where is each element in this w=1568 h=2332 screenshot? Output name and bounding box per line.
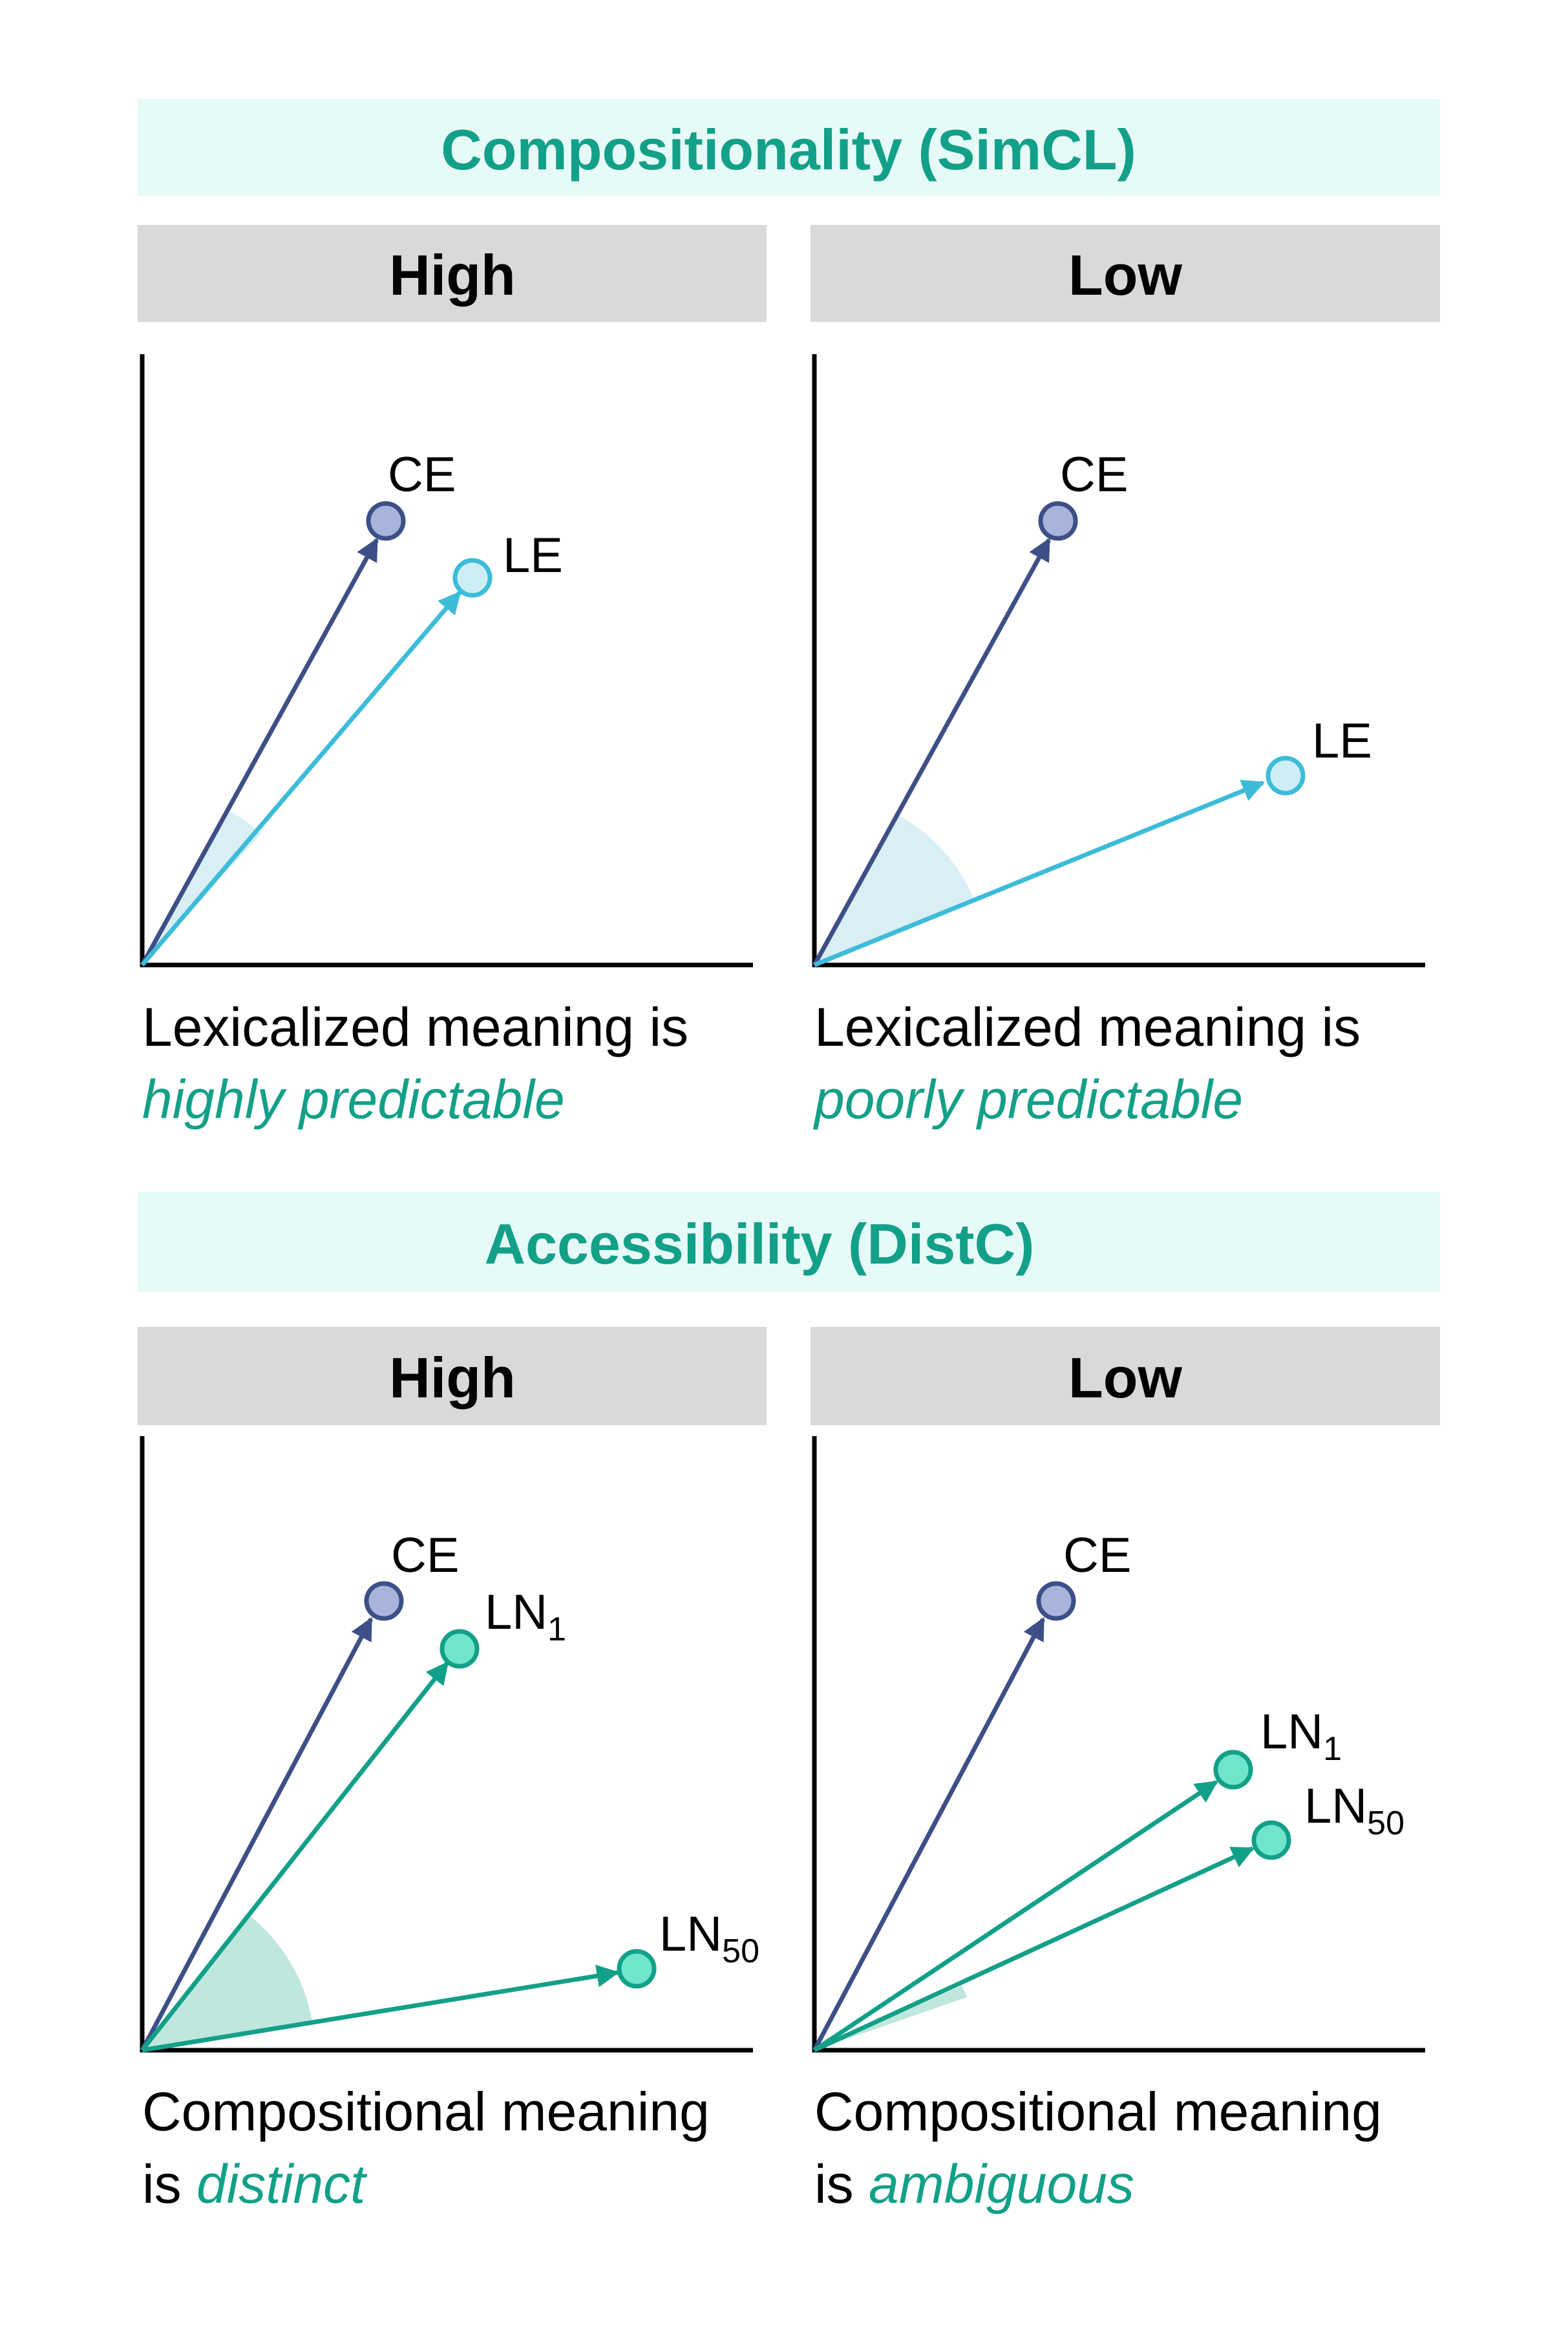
section-banner	[138, 99, 1440, 196]
ln50-label-main: LN	[1304, 1779, 1367, 1834]
ln1-point	[1213, 1750, 1253, 1790]
caption-emphasis: highly predictable	[142, 1069, 565, 1130]
section-accessibility: Accessibility (DistC) High CE LN1 LN50 C…	[138, 1192, 1440, 2214]
ln1-point	[440, 1629, 480, 1669]
panel-low-accessibility: Low CE LN1 LN50 Compositional meaning is…	[810, 1327, 1440, 2214]
section-title: Compositionality (SimCL)	[441, 118, 1136, 182]
section-compositionality: Compositionality (SimCL) High CE LE Lexi…	[138, 99, 1440, 1130]
ln50-label: LN50	[659, 1907, 759, 1970]
le-label: LE	[503, 528, 563, 583]
axes	[140, 354, 753, 968]
panel-high-accessibility: High CE LN1 LN50 Compositional meaning i…	[138, 1327, 767, 2214]
ln50-point	[1251, 1820, 1291, 1860]
caption-line-2: is distinct	[142, 2154, 368, 2214]
ce-vector	[140, 1616, 374, 2051]
ln50-label-sub: 50	[1367, 1805, 1404, 1842]
angle-wedge	[814, 814, 975, 965]
ln1-label-main: LN	[1260, 1704, 1323, 1759]
le-vector	[813, 779, 1266, 968]
panel-header: Low	[1068, 1346, 1183, 1410]
panel-low-compositionality: Low CE LE Lexicalized meaning is poorly …	[810, 225, 1440, 1130]
angle-wedge	[142, 811, 261, 965]
ln1-label: LN1	[1260, 1704, 1342, 1768]
ce-label: CE	[1063, 1528, 1132, 1583]
ce-point	[1036, 1581, 1076, 1621]
le-label: LE	[1312, 714, 1372, 768]
ln1-label: LN1	[485, 1585, 566, 1648]
caption-line-2: highly predictable	[142, 1069, 565, 1130]
caption-emphasis: distinct	[196, 2154, 368, 2214]
panel-header-bg	[810, 1327, 1440, 1425]
ln1-label-sub: 1	[547, 1611, 566, 1648]
ln50-label-main: LN	[659, 1907, 722, 1962]
ln1-label-sub: 1	[1323, 1730, 1342, 1768]
caption-emphasis: poorly predictable	[812, 1069, 1243, 1130]
ln50-label: LN50	[1304, 1779, 1404, 1842]
caption-line-2: poorly predictable	[812, 1069, 1243, 1130]
section-banner	[138, 1192, 1440, 1292]
ln1-label-main: LN	[485, 1585, 547, 1640]
le-vector	[140, 591, 461, 967]
panel-header: High	[389, 243, 516, 307]
angle-wedge	[142, 1915, 312, 2050]
caption-line-1: Compositional meaning	[142, 2081, 710, 2142]
ln1-vector	[140, 1661, 449, 2052]
ln1-vector	[813, 1780, 1218, 2052]
section-title: Accessibility (DistC)	[485, 1212, 1035, 1276]
panel-high-compositionality: High CE LE Lexicalized meaning is highly…	[138, 225, 767, 1130]
ce-label: CE	[1060, 447, 1128, 502]
le-point	[1266, 756, 1306, 796]
panel-header-bg	[138, 1327, 767, 1425]
panel-header-bg	[138, 225, 767, 322]
panel-header-bg	[810, 225, 1440, 322]
ce-point	[366, 501, 406, 541]
caption-line-1: Lexicalized meaning is	[142, 997, 688, 1057]
ce-vector	[812, 1616, 1046, 2051]
caption-prefix: is	[814, 2154, 869, 2214]
panel-header: Low	[1068, 243, 1183, 307]
caption-emphasis: ambiguous	[869, 2154, 1134, 2214]
caption-prefix: is	[142, 2154, 196, 2214]
ln50-vector	[813, 1846, 1255, 2053]
caption-line-1: Compositional meaning	[814, 2081, 1382, 2142]
caption-line-2: is ambiguous	[814, 2154, 1134, 2214]
ce-vector	[812, 537, 1052, 966]
ln50-point	[617, 1949, 657, 1989]
ce-point	[1038, 501, 1078, 541]
ce-label: CE	[388, 447, 456, 502]
ce-vector	[140, 537, 379, 966]
le-point	[452, 558, 493, 598]
caption-line-1: Lexicalized meaning is	[814, 997, 1361, 1057]
panel-header: High	[389, 1346, 516, 1410]
ln50-vector	[142, 1964, 620, 2053]
ce-point	[364, 1581, 404, 1621]
ce-label: CE	[391, 1528, 460, 1583]
ln50-label-sub: 50	[722, 1933, 759, 1970]
